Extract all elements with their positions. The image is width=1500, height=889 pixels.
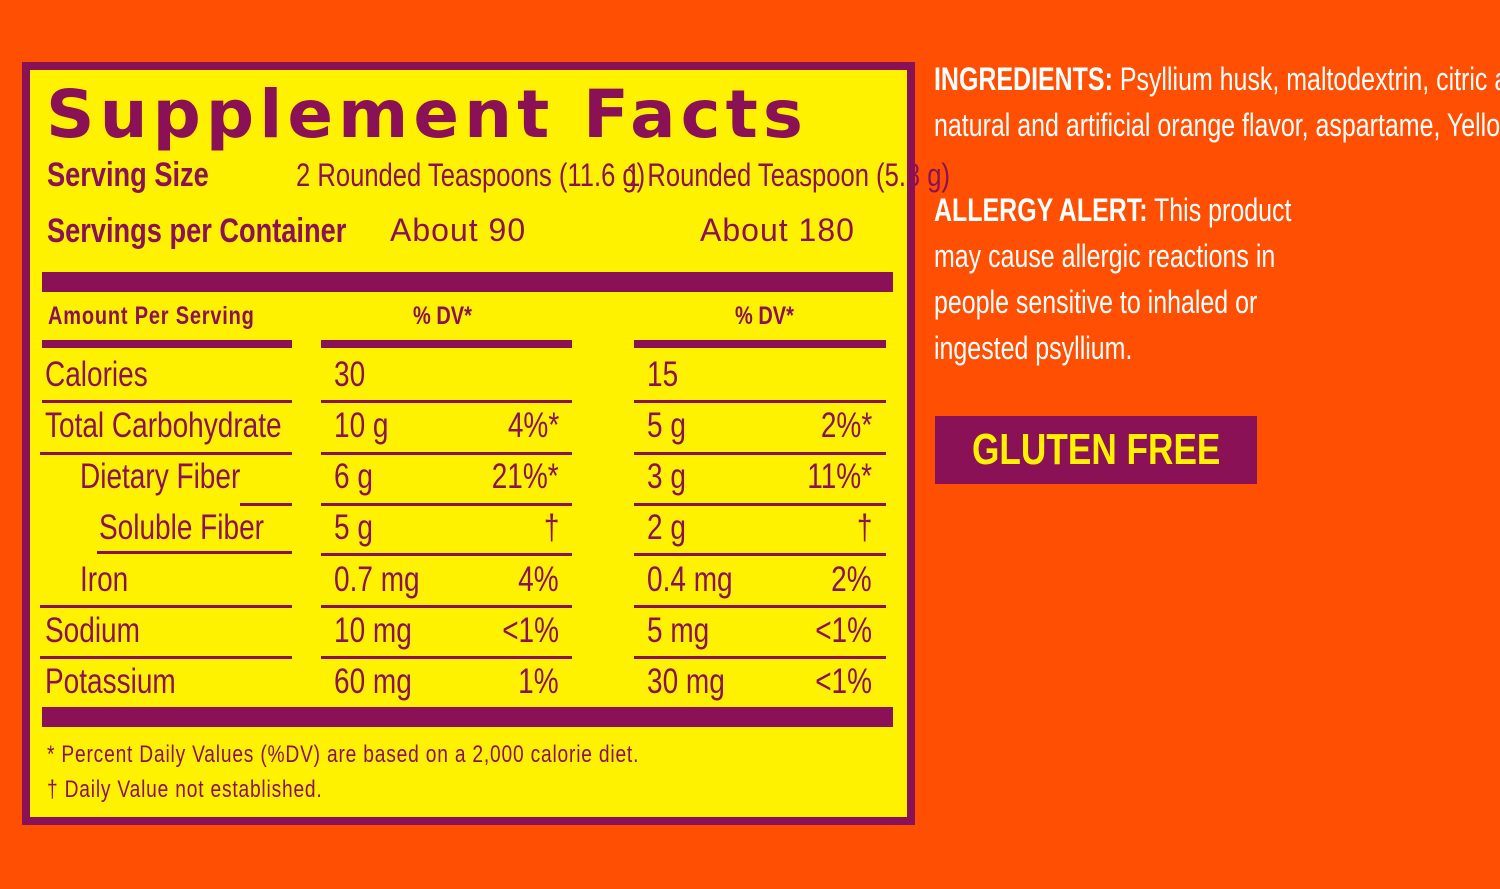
- row-amount-2: 5 mg: [647, 611, 710, 650]
- row-divider: [634, 605, 886, 608]
- ingredients-block: INGREDIENTS: Psyllium husk, maltodextrin…: [934, 56, 1500, 148]
- row-divider: [321, 553, 572, 556]
- row-divider: [321, 452, 572, 455]
- row-dv-2: 2%*: [820, 406, 872, 445]
- row-amount-1: 6 g: [334, 457, 373, 496]
- row-amount-1: 5 g: [334, 508, 373, 547]
- allergy-label: ALLERGY ALERT:: [934, 192, 1148, 228]
- header-rule-1: [42, 340, 292, 348]
- row-divider: [321, 400, 572, 403]
- row-divider: [634, 400, 886, 403]
- thick-divider-bottom: [42, 707, 893, 727]
- row-amount-2: 2 g: [647, 508, 686, 547]
- panel-title: Supplement Facts: [46, 76, 809, 153]
- amount-per-serving-header: Amount Per Serving: [48, 302, 255, 330]
- row-dv-2: 2%: [831, 560, 872, 599]
- row-divider: [634, 553, 886, 556]
- row-label: Total Carbohydrate: [45, 406, 282, 445]
- row-dv-2: <1%: [815, 611, 872, 650]
- allergy-text-3: people sensitive to inhaled or: [934, 284, 1258, 320]
- row-divider: [40, 656, 292, 659]
- serving-size-1: 2 Rounded Teaspoons (11.6 g): [296, 157, 646, 193]
- row-label: Dietary Fiber: [80, 457, 241, 496]
- servings-2: About 180: [700, 212, 855, 248]
- row-amount-2: 30 mg: [647, 662, 725, 701]
- row-amount-1: 10 mg: [334, 611, 412, 650]
- row-label: Potassium: [45, 662, 176, 701]
- footnote-percent-dv: * Percent Daily Values (%DV) are based o…: [47, 741, 640, 768]
- row-divider: [634, 656, 886, 659]
- serving-size-label: Serving Size: [47, 156, 209, 194]
- row-amount-1: 30: [334, 355, 366, 394]
- row-amount-1: 0.7 mg: [334, 560, 420, 599]
- supplement-facts-panel: [22, 62, 915, 825]
- row-amount-2: 15: [647, 355, 679, 394]
- row-divider: [42, 400, 292, 403]
- dv-header-2: % DV*: [735, 302, 794, 330]
- row-label: Sodium: [45, 611, 140, 650]
- row-label: Iron: [80, 560, 129, 599]
- row-amount-1: 10 g: [334, 406, 389, 445]
- row-amount-2: 5 g: [647, 406, 686, 445]
- ingredients-text-1: Psyllium husk, maltodextrin, citric acid…: [1119, 61, 1500, 97]
- dv-header-1: % DV*: [413, 302, 472, 330]
- row-divider: [321, 605, 572, 608]
- row-dv-2: †: [856, 508, 872, 547]
- row-dv-1: †: [543, 508, 559, 547]
- serving-size-2: 1 Rounded Teaspoon (5.8 g): [626, 157, 951, 193]
- footnote-dagger: † Daily Value not established.: [47, 776, 323, 803]
- row-dv-1: 1%: [518, 662, 559, 701]
- ingredients-text-2: natural and artificial orange flavor, as…: [934, 107, 1500, 143]
- row-dv-1: <1%: [502, 611, 559, 650]
- row-dv-2: <1%: [815, 662, 872, 701]
- servings-1: About 90: [390, 212, 527, 248]
- gluten-free-badge: GLUTEN FREE: [935, 416, 1257, 484]
- gluten-free-label: GLUTEN FREE: [971, 425, 1221, 474]
- row-label: Calories: [45, 355, 148, 394]
- row-divider: [634, 452, 886, 455]
- header-rule-3: [634, 340, 886, 348]
- allergy-text-2: may cause allergic reactions in: [934, 238, 1276, 274]
- row-amount-1: 60 mg: [334, 662, 412, 701]
- row-divider: [40, 452, 292, 455]
- row-divider: [321, 656, 572, 659]
- row-divider: [40, 605, 292, 608]
- thick-divider-top: [42, 272, 893, 292]
- allergy-alert-block: ALLERGY ALERT: This product may cause al…: [934, 187, 1291, 371]
- servings-per-container-label: Servings per Container: [47, 212, 347, 250]
- allergy-text-4: ingested psyllium.: [934, 330, 1133, 366]
- header-rule-2: [321, 340, 572, 348]
- row-dv-1: 4%*: [507, 406, 559, 445]
- allergy-text-1: This product: [1147, 192, 1292, 228]
- row-divider: [97, 551, 292, 554]
- row-amount-2: 3 g: [647, 457, 686, 496]
- row-dv-2: 11%*: [807, 457, 872, 496]
- row-dv-1: 4%: [518, 560, 559, 599]
- row-divider: [634, 503, 886, 506]
- row-divider: [321, 503, 572, 506]
- ingredients-label: INGREDIENTS:: [934, 61, 1113, 97]
- row-label: Soluble Fiber: [99, 508, 264, 547]
- row-amount-2: 0.4 mg: [647, 560, 733, 599]
- row-divider: [240, 503, 292, 506]
- row-dv-1: 21%*: [492, 457, 559, 496]
